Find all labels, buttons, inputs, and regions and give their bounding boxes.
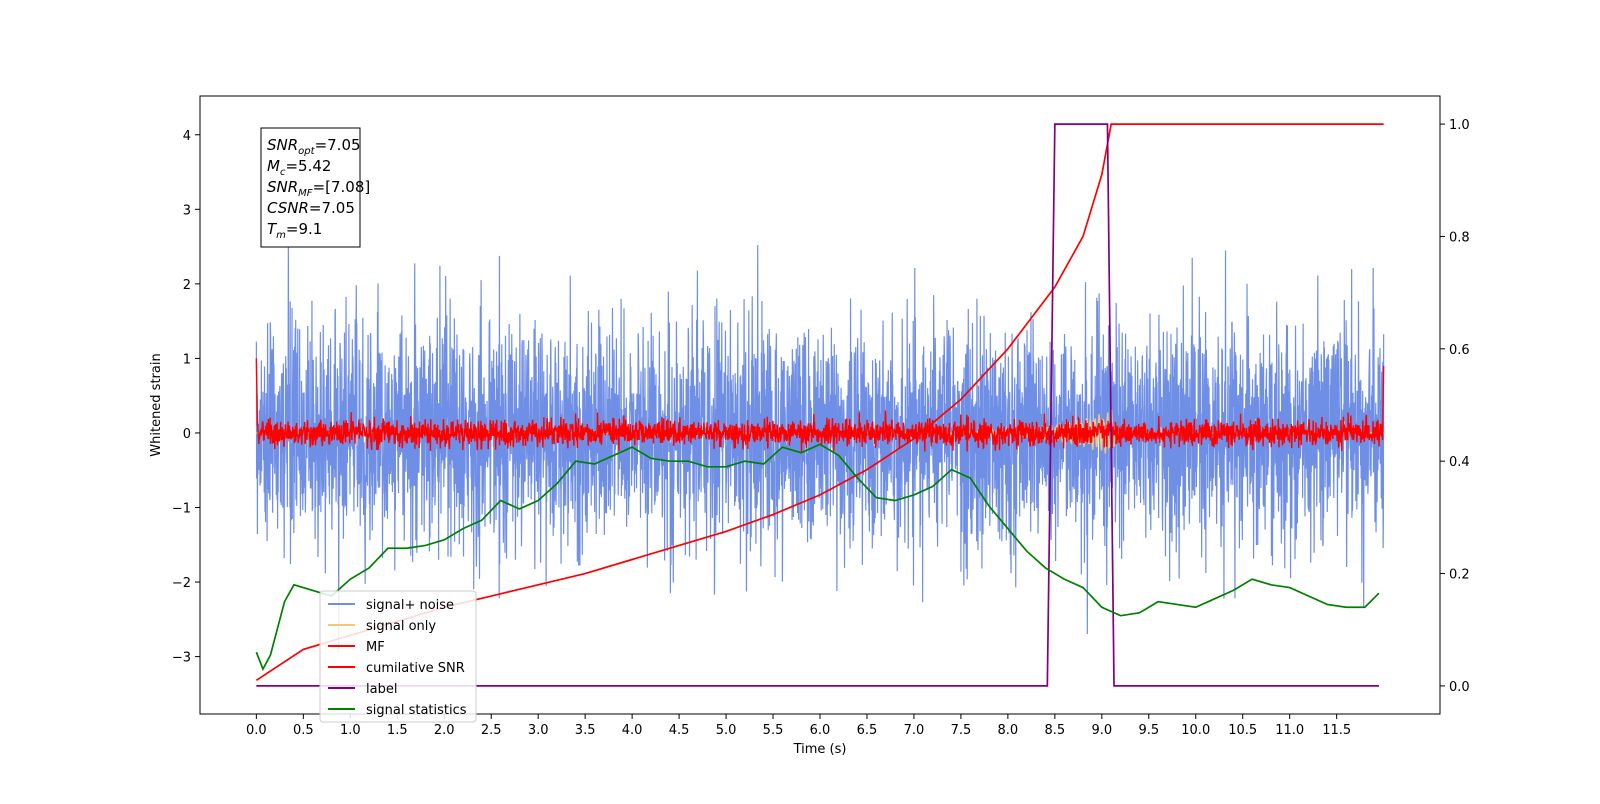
- legend-frame: [319, 590, 477, 723]
- x-tick-label: 7.5: [951, 723, 972, 738]
- x-tick-label: 1.0: [340, 723, 361, 738]
- series-mf: [255, 358, 1385, 452]
- x-tick-label: 5.0: [716, 723, 737, 738]
- x-axis: 0.0 0.5 1.0 1.5 2.0 2.5 3.0 3.5 4.0 4.5 5.0 5.5 6.0 6…: [246, 714, 1351, 738]
- x-tick-label: 8.5: [1045, 723, 1066, 738]
- info-box-line: CSNR=7.05: [267, 199, 355, 217]
- info-box-line: Mc=5.42: [267, 157, 331, 178]
- x-tick-label: 6.5: [857, 723, 878, 738]
- y-left-tick-label: 0: [183, 427, 191, 442]
- y-axis-right: 1.0 0.8 0.6 0.4 0.2 0.0: [1440, 118, 1470, 695]
- x-tick-label: 2.0: [434, 723, 455, 738]
- x-tick-label: 4.0: [622, 723, 643, 738]
- y-left-tick-label: 2: [183, 278, 191, 293]
- legend-label: cumilative SNR: [366, 661, 465, 676]
- y-right-tick-label: 0.2: [1449, 568, 1470, 583]
- x-tick-label: 11.5: [1322, 723, 1351, 738]
- y-left-tick-label: 4: [183, 129, 191, 144]
- x-tick-label: 2.5: [481, 723, 502, 738]
- y-right-tick-label: 0.4: [1449, 455, 1470, 470]
- info-box-line: SNRopt=7.05: [267, 136, 361, 157]
- y-left-tick-label: 3: [183, 203, 191, 218]
- legend: signal+ noise signal only MF cumilative SNR…: [319, 590, 477, 723]
- x-tick-label: 3.0: [528, 723, 549, 738]
- x-tick-label: 0.0: [246, 723, 267, 738]
- y-right-tick-label: 1.0: [1449, 118, 1470, 133]
- y-right-tick-label: 0.0: [1449, 680, 1470, 695]
- y-left-tick-label: 1: [183, 352, 191, 367]
- legend-label: signal only: [366, 619, 436, 634]
- x-tick-label: 7.0: [904, 723, 925, 738]
- x-tick-label: 1.5: [387, 723, 408, 738]
- y-left-tick-label: −2: [172, 576, 191, 591]
- info-box-line: Tm=9.1: [267, 220, 322, 241]
- legend-label: signal statistics: [366, 703, 467, 718]
- series-signal-statistics: [255, 443, 1380, 672]
- info-box-line: SNRMF=[7.08]: [267, 178, 370, 199]
- x-tick-label: 9.0: [1091, 723, 1112, 738]
- x-tick-label: 4.5: [669, 723, 690, 738]
- y-left-tick-label: −3: [172, 651, 191, 666]
- x-tick-label: 3.5: [575, 723, 596, 738]
- series-label: [256, 123, 1379, 687]
- y-axis-left: 4 3 2 1 0 −1 −2 −3: [172, 129, 200, 666]
- y-left-tick-label: −1: [172, 502, 191, 517]
- y-right-tick-label: 0.8: [1449, 230, 1470, 245]
- legend-label: MF: [366, 640, 385, 655]
- y-axis-label: Whitened strain: [149, 353, 164, 456]
- info-box-frame: [260, 127, 361, 248]
- x-tick-label: 10.0: [1181, 723, 1210, 738]
- x-tick-label: 0.5: [293, 723, 314, 738]
- x-tick-label: 5.5: [763, 723, 784, 738]
- y-right-tick-label: 0.6: [1449, 343, 1470, 358]
- x-tick-label: 6.0: [810, 723, 831, 738]
- legend-label: label: [366, 682, 397, 697]
- x-tick-label: 9.5: [1138, 723, 1159, 738]
- x-tick-label: 8.0: [998, 723, 1019, 738]
- x-axis-label: Time (s): [793, 742, 847, 757]
- x-tick-label: 11.0: [1275, 723, 1304, 738]
- x-tick-label: 10.5: [1228, 723, 1257, 738]
- legend-label: signal+ noise: [366, 598, 454, 613]
